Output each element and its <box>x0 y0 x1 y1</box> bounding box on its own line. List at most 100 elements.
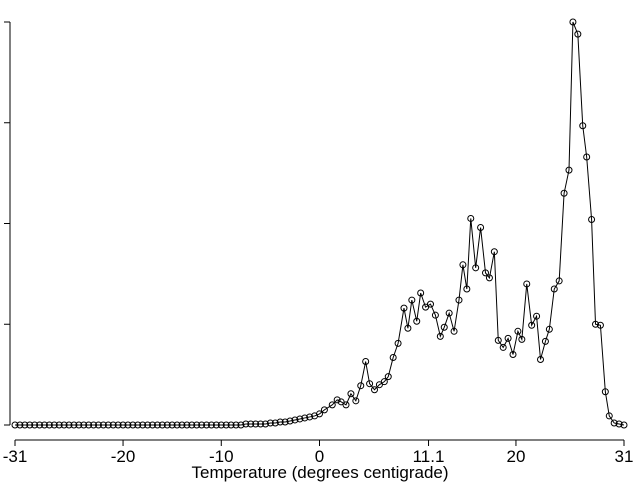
data-point <box>569 18 577 26</box>
data-point <box>144 421 152 429</box>
data-point <box>494 336 502 344</box>
data-point <box>261 420 269 428</box>
data-point <box>242 420 250 428</box>
data-point <box>134 421 142 429</box>
data-point <box>342 401 350 409</box>
data-point <box>490 248 498 256</box>
data-point <box>545 325 553 333</box>
data-point <box>328 401 336 409</box>
data-point <box>168 421 176 429</box>
data-point <box>60 421 68 429</box>
data-point <box>281 418 289 426</box>
data-point <box>426 300 434 308</box>
data-point <box>26 421 34 429</box>
data-point <box>380 378 388 386</box>
data-point <box>252 420 260 428</box>
data-point <box>431 311 439 319</box>
x-tick-label: -10 <box>209 447 234 466</box>
data-point <box>605 412 613 420</box>
x-axis-label: Temperature (degrees centigrade) <box>191 463 448 482</box>
data-point <box>472 264 480 272</box>
data-point <box>153 421 161 429</box>
data-point <box>610 419 618 427</box>
data-point <box>70 421 78 429</box>
data-point <box>50 421 58 429</box>
data-point <box>217 421 225 429</box>
data-point <box>247 420 255 428</box>
data-point <box>333 396 341 404</box>
data-point <box>188 421 196 429</box>
data-point <box>482 269 490 277</box>
data-point <box>362 358 370 366</box>
data-point <box>537 356 545 364</box>
data-point <box>366 380 374 388</box>
data-point <box>139 421 147 429</box>
data-point <box>109 421 117 429</box>
data-point <box>347 390 355 398</box>
data-point <box>320 406 328 414</box>
data-point <box>316 410 323 418</box>
data-point <box>173 421 181 429</box>
data-point <box>232 421 240 429</box>
data-point <box>375 381 383 389</box>
data-point <box>212 421 220 429</box>
x-tick-label: 20 <box>506 447 525 466</box>
data-point <box>65 421 73 429</box>
data-point <box>286 417 294 425</box>
data-point <box>45 421 53 429</box>
data-point <box>94 421 102 429</box>
data-line <box>15 21 625 426</box>
data-point <box>560 189 568 197</box>
data-point <box>579 122 587 130</box>
data-point <box>408 296 416 304</box>
data-point <box>477 224 485 232</box>
data-point <box>99 421 107 429</box>
data-point <box>124 421 132 429</box>
x-tick-label: 31 <box>615 447 634 466</box>
data-point <box>31 421 39 429</box>
data-point <box>178 421 186 429</box>
data-point <box>203 421 211 429</box>
data-point <box>40 421 48 429</box>
data-point <box>550 285 558 293</box>
data-point <box>523 280 531 288</box>
data-point <box>592 320 600 328</box>
data-point <box>16 421 24 429</box>
data-point <box>601 388 609 396</box>
data-point <box>222 421 230 429</box>
data-point <box>371 386 379 394</box>
data-point <box>541 337 549 345</box>
data-point <box>163 421 171 429</box>
data-point <box>271 419 279 427</box>
x-tick-label: 11.1 <box>413 447 445 466</box>
data-point <box>509 350 517 358</box>
data-point <box>114 421 122 429</box>
x-tick-label: -31 <box>3 447 28 466</box>
data-point <box>463 285 471 293</box>
data-point <box>183 421 191 429</box>
data-point <box>291 416 299 424</box>
data-point <box>485 274 493 282</box>
data-point <box>193 421 201 429</box>
x-tick-label: -20 <box>111 447 136 466</box>
data-point <box>352 397 360 405</box>
data-point <box>158 421 166 429</box>
data-point <box>588 215 596 223</box>
data-point <box>528 321 536 329</box>
data-point <box>445 309 453 317</box>
x-tick-label: 0 <box>315 447 324 466</box>
data-point <box>422 303 430 311</box>
data-point <box>596 321 604 329</box>
data-point <box>90 421 98 429</box>
data-point <box>417 289 425 297</box>
data-point <box>21 421 29 429</box>
data-point <box>384 373 392 381</box>
data-point <box>400 304 408 312</box>
data-point <box>357 382 365 390</box>
data-point <box>555 277 563 285</box>
data-point <box>389 353 397 361</box>
data-point <box>257 420 265 428</box>
data-point <box>518 335 526 343</box>
data-point <box>413 317 421 325</box>
